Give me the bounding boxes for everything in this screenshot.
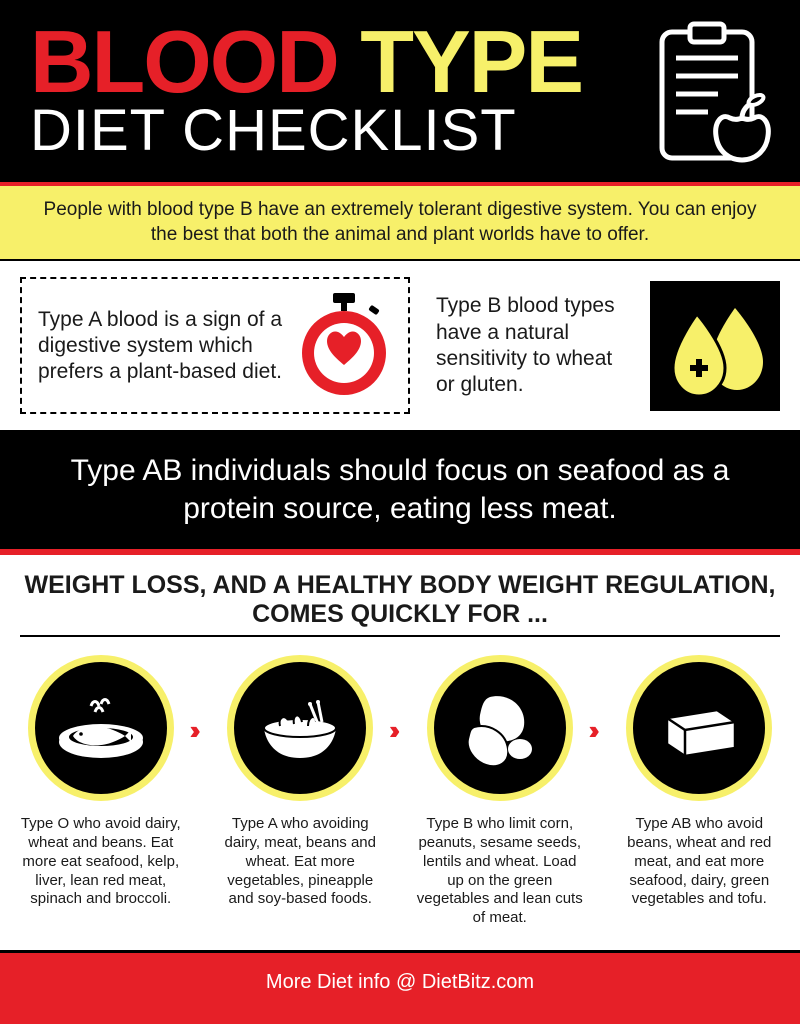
caption-b: Type B who limit corn, peanuts, sesame s… <box>413 815 587 928</box>
chevron-icon: ›› <box>389 655 411 746</box>
header-text: BLOOD TYPE DIET CHECKLIST <box>30 22 640 164</box>
type-ab-banner: Type AB individuals should focus on seaf… <box>0 430 800 555</box>
chevron-icon: ›› <box>190 655 212 746</box>
weightloss-heading: WEIGHT LOSS, AND A HEALTHY BODY WEIGHT R… <box>0 555 800 635</box>
blood-drops-icon <box>663 296 768 396</box>
chevron-icon: ›› <box>589 655 611 746</box>
caption-o: Type O who avoid dairy, wheat and beans.… <box>14 815 188 909</box>
footer-banner: More Diet info @ DietBitz.com <box>0 950 800 1024</box>
salad-bowl-icon <box>227 655 373 801</box>
food-item-ab: Type AB who avoid beans, wheat and red m… <box>613 655 787 909</box>
food-icons-row: Type O who avoid dairy, wheat and beans.… <box>0 655 800 928</box>
yellow-intro-banner: People with blood type B have an extreme… <box>0 182 800 261</box>
beans-icon <box>427 655 573 801</box>
divider-line <box>20 635 780 637</box>
type-a-text: Type A blood is a sign of a digestive sy… <box>38 307 283 386</box>
caption-ab: Type AB who avoid beans, wheat and red m… <box>613 815 787 909</box>
caption-a: Type A who avoiding dairy, meat, beans a… <box>214 815 388 909</box>
tofu-icon <box>626 655 772 801</box>
food-item-o: Type O who avoid dairy, wheat and beans.… <box>14 655 188 909</box>
food-item-a: Type A who avoiding dairy, meat, beans a… <box>214 655 388 909</box>
type-b-text: Type B blood types have a natural sensit… <box>426 293 636 398</box>
heart-stopwatch-icon <box>297 293 392 398</box>
type-a-box: Type A blood is a sign of a digestive sy… <box>20 277 410 414</box>
fish-plate-icon <box>28 655 174 801</box>
header-banner: BLOOD TYPE DIET CHECKLIST <box>0 0 800 182</box>
type-b-box: Type B blood types have a natural sensit… <box>426 277 780 414</box>
title-word-type: TYPE <box>360 12 582 111</box>
blood-drops-box <box>650 281 780 411</box>
food-item-b: Type B who limit corn, peanuts, sesame s… <box>413 655 587 928</box>
type-a-b-row: Type A blood is a sign of a digestive sy… <box>0 261 800 430</box>
clipboard-apple-icon <box>650 18 780 168</box>
title-word-blood: BLOOD <box>30 12 338 111</box>
main-title: BLOOD TYPE <box>30 22 640 101</box>
